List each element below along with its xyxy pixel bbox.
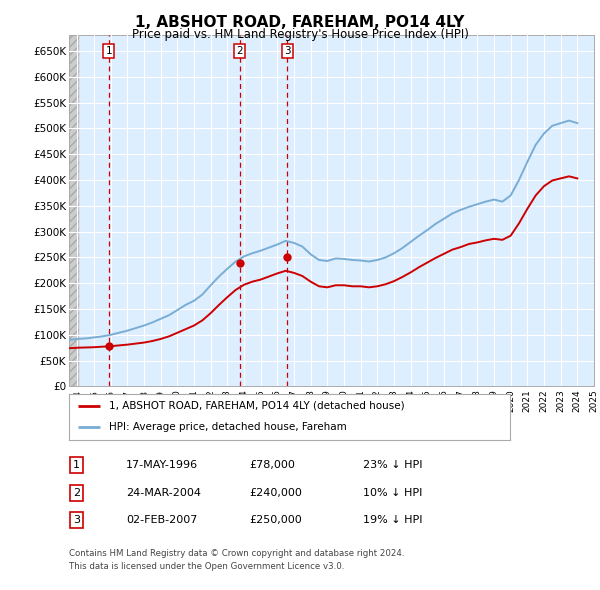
Text: 2: 2: [73, 488, 80, 497]
Text: Contains HM Land Registry data © Crown copyright and database right 2024.: Contains HM Land Registry data © Crown c…: [69, 549, 404, 558]
Text: 19% ↓ HPI: 19% ↓ HPI: [363, 516, 422, 525]
Text: 1, ABSHOT ROAD, FAREHAM, PO14 4LY: 1, ABSHOT ROAD, FAREHAM, PO14 4LY: [136, 15, 464, 30]
Text: 3: 3: [284, 46, 290, 56]
Text: HPI: Average price, detached house, Fareham: HPI: Average price, detached house, Fare…: [109, 422, 346, 432]
Text: £250,000: £250,000: [249, 516, 302, 525]
Text: 23% ↓ HPI: 23% ↓ HPI: [363, 460, 422, 470]
Text: 1: 1: [106, 46, 112, 56]
Text: £240,000: £240,000: [249, 488, 302, 497]
Text: 10% ↓ HPI: 10% ↓ HPI: [363, 488, 422, 497]
Text: 1: 1: [73, 460, 80, 470]
Text: 24-MAR-2004: 24-MAR-2004: [126, 488, 201, 497]
Text: 2: 2: [236, 46, 243, 56]
Bar: [69, 35, 79, 386]
Text: Price paid vs. HM Land Registry's House Price Index (HPI): Price paid vs. HM Land Registry's House …: [131, 28, 469, 41]
Text: 3: 3: [73, 516, 80, 525]
Text: 1, ABSHOT ROAD, FAREHAM, PO14 4LY (detached house): 1, ABSHOT ROAD, FAREHAM, PO14 4LY (detac…: [109, 401, 404, 411]
Text: This data is licensed under the Open Government Licence v3.0.: This data is licensed under the Open Gov…: [69, 562, 344, 571]
Text: 17-MAY-1996: 17-MAY-1996: [126, 460, 198, 470]
Text: £78,000: £78,000: [249, 460, 295, 470]
Text: 02-FEB-2007: 02-FEB-2007: [126, 516, 197, 525]
